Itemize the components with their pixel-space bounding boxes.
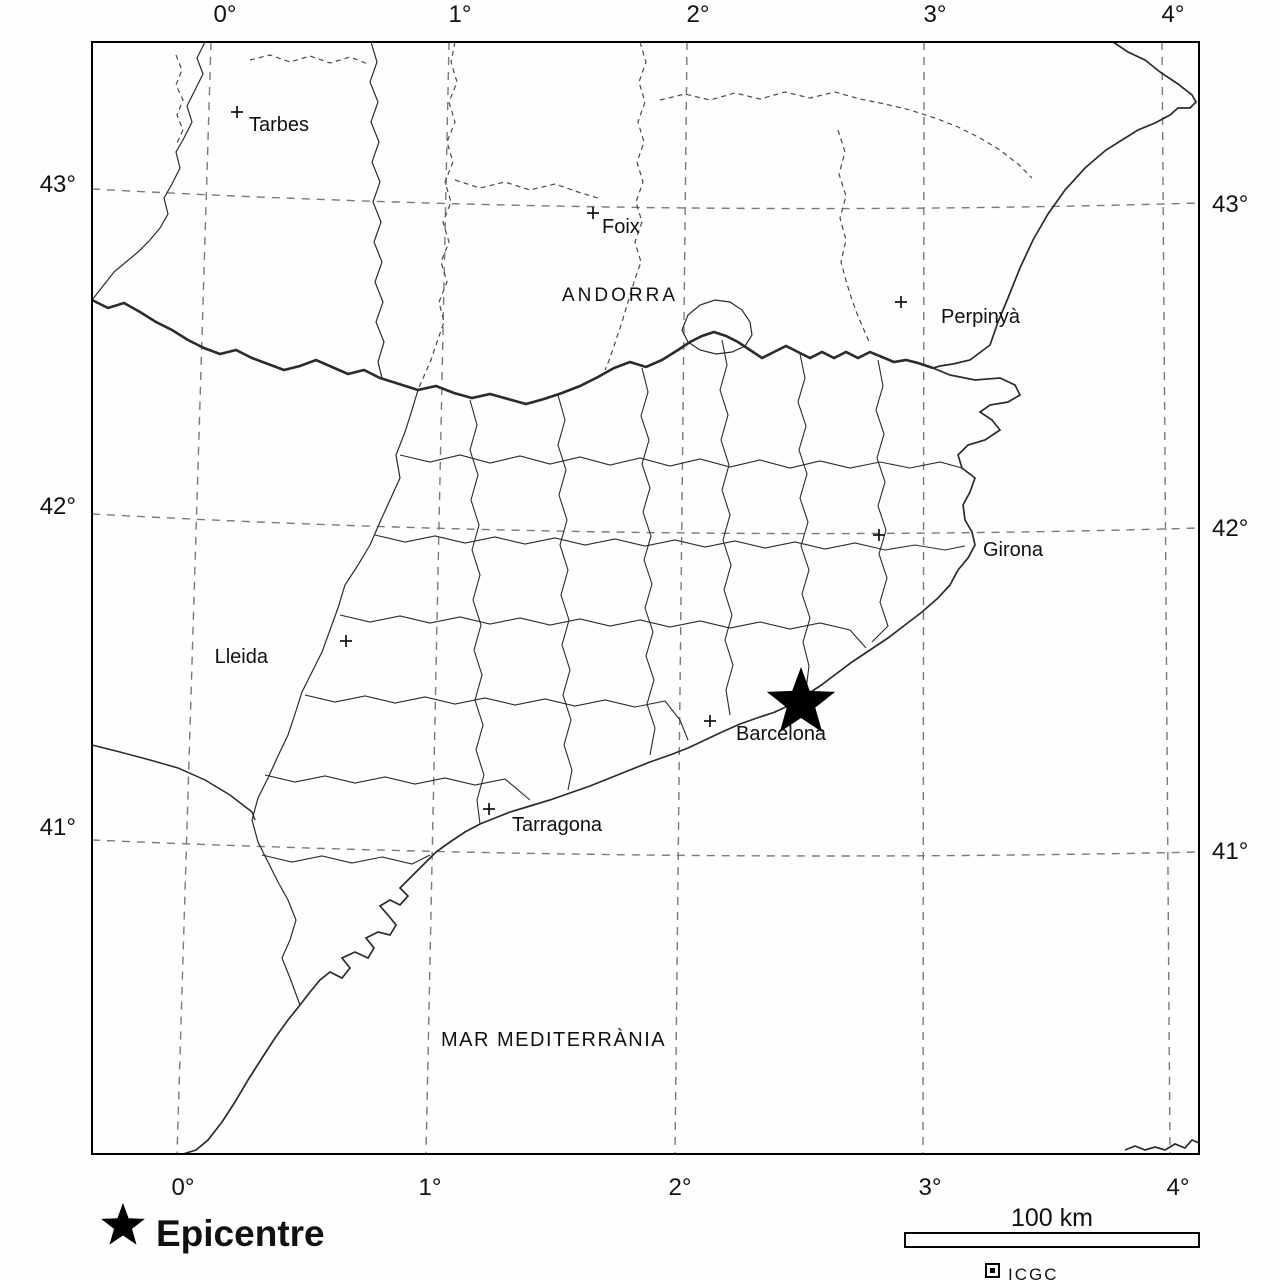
axis-label-left: 42° — [40, 493, 76, 520]
sea-label: MAR MEDITERRÀNIA — [441, 1028, 666, 1051]
city-label: Foix — [602, 216, 640, 238]
epicenter-layer — [766, 667, 836, 733]
coastline — [182, 41, 1198, 1155]
city-label: Girona — [983, 539, 1044, 561]
epicenter-star-icon — [766, 667, 836, 733]
department-line — [417, 41, 458, 391]
city-label: Lleida — [215, 646, 269, 668]
comarca-line — [557, 394, 573, 791]
axis-label-bottom: 4° — [1167, 1174, 1190, 1201]
city-foix: Foix — [587, 207, 640, 238]
comarca-line — [261, 854, 431, 865]
axis-label-right: 41° — [1212, 838, 1248, 865]
comarca-line — [871, 359, 889, 643]
axis-label-bottom: 0° — [172, 1174, 195, 1201]
comarca-line — [339, 614, 867, 649]
comarca-line — [797, 353, 811, 691]
region-boundary — [251, 389, 419, 1006]
city-layer: Tarbes Foix Perpinyà Girona Lleida Barcelona T… — [215, 106, 1044, 836]
region-boundary — [91, 744, 256, 821]
meridian-line — [425, 41, 450, 1155]
axis-label-top: 3° — [924, 1, 947, 28]
city-perpinya: Perpinyà — [895, 296, 1021, 328]
axis-label-top: 2° — [687, 1, 710, 28]
meridian-line — [1161, 41, 1171, 1155]
axis-label-top: 0° — [214, 1, 237, 28]
department-line — [454, 179, 599, 199]
andorra-outline — [681, 299, 753, 355]
city-tarragona: Tarragona — [483, 803, 603, 836]
epicentre-star-icon — [101, 1203, 145, 1245]
axis-label-right: 43° — [1212, 191, 1248, 218]
comarca-line — [304, 694, 689, 741]
axis-label-bottom: 2° — [669, 1174, 692, 1201]
department-line — [249, 54, 369, 65]
comarca-line — [719, 339, 734, 716]
city-label: Tarbes — [249, 114, 309, 136]
scale-bar-label: 100 km — [1011, 1204, 1093, 1232]
parallel-line — [91, 513, 1200, 535]
axis-label-bottom: 3° — [919, 1174, 942, 1201]
parallel-line — [91, 188, 1200, 210]
menorca-coast — [1124, 1138, 1200, 1151]
comarca-line — [264, 774, 531, 801]
axis-label-top: 4° — [1162, 1, 1185, 28]
map-frame — [90, 40, 1201, 1156]
france-boundary-line — [369, 41, 397, 384]
department-line — [837, 129, 871, 345]
map-linework — [91, 41, 1200, 1155]
department-line — [659, 91, 1033, 179]
comarca-line — [640, 367, 656, 756]
axis-label-top: 1° — [449, 1, 472, 28]
state-border — [91, 298, 934, 406]
meridian-line — [176, 41, 212, 1155]
city-label: Tarragona — [512, 814, 603, 836]
axis-label-right: 42° — [1212, 515, 1248, 542]
comarca-line — [469, 399, 485, 825]
icgc-logo-icon — [990, 1268, 995, 1273]
city-barcelona: Barcelona — [704, 715, 827, 745]
credit: ICGC — [985, 1263, 1059, 1280]
region-label-andorra: ANDORRA — [562, 285, 678, 306]
graticule — [91, 41, 1200, 1155]
axis-label-left: 43° — [40, 171, 76, 198]
city-girona: Girona — [873, 529, 1044, 561]
city-label: Perpinyà — [941, 306, 1021, 328]
department-line — [175, 54, 184, 146]
legend-label: Epicentre — [156, 1213, 325, 1254]
france-boundary-line — [91, 41, 206, 301]
scale-bar: 100 km — [904, 1204, 1200, 1248]
axis-label-bottom: 1° — [419, 1174, 442, 1201]
comarca-boundaries — [261, 339, 966, 865]
icgc-logo-icon — [985, 1263, 1000, 1278]
legend: Epicentre — [101, 1203, 325, 1254]
comarca-line — [374, 534, 966, 551]
department-line — [604, 41, 647, 371]
department-boundaries — [175, 41, 1033, 391]
city-lleida: Lleida — [215, 635, 352, 668]
meridian-line — [922, 41, 925, 1155]
credit-label: ICGC — [1008, 1265, 1059, 1280]
city-label: Barcelona — [736, 723, 827, 745]
axis-label-left: 41° — [40, 814, 76, 841]
axis-labels: 0° 0° 1° 1° 2° 2° 3° 3° 4° 4° 43° 43° 42° 42° 41° 41° — [40, 1, 1249, 1201]
scale-bar-rect — [904, 1232, 1200, 1248]
city-tarbes: Tarbes — [231, 106, 309, 136]
meridian-line — [674, 41, 688, 1155]
comarca-line — [399, 454, 963, 469]
